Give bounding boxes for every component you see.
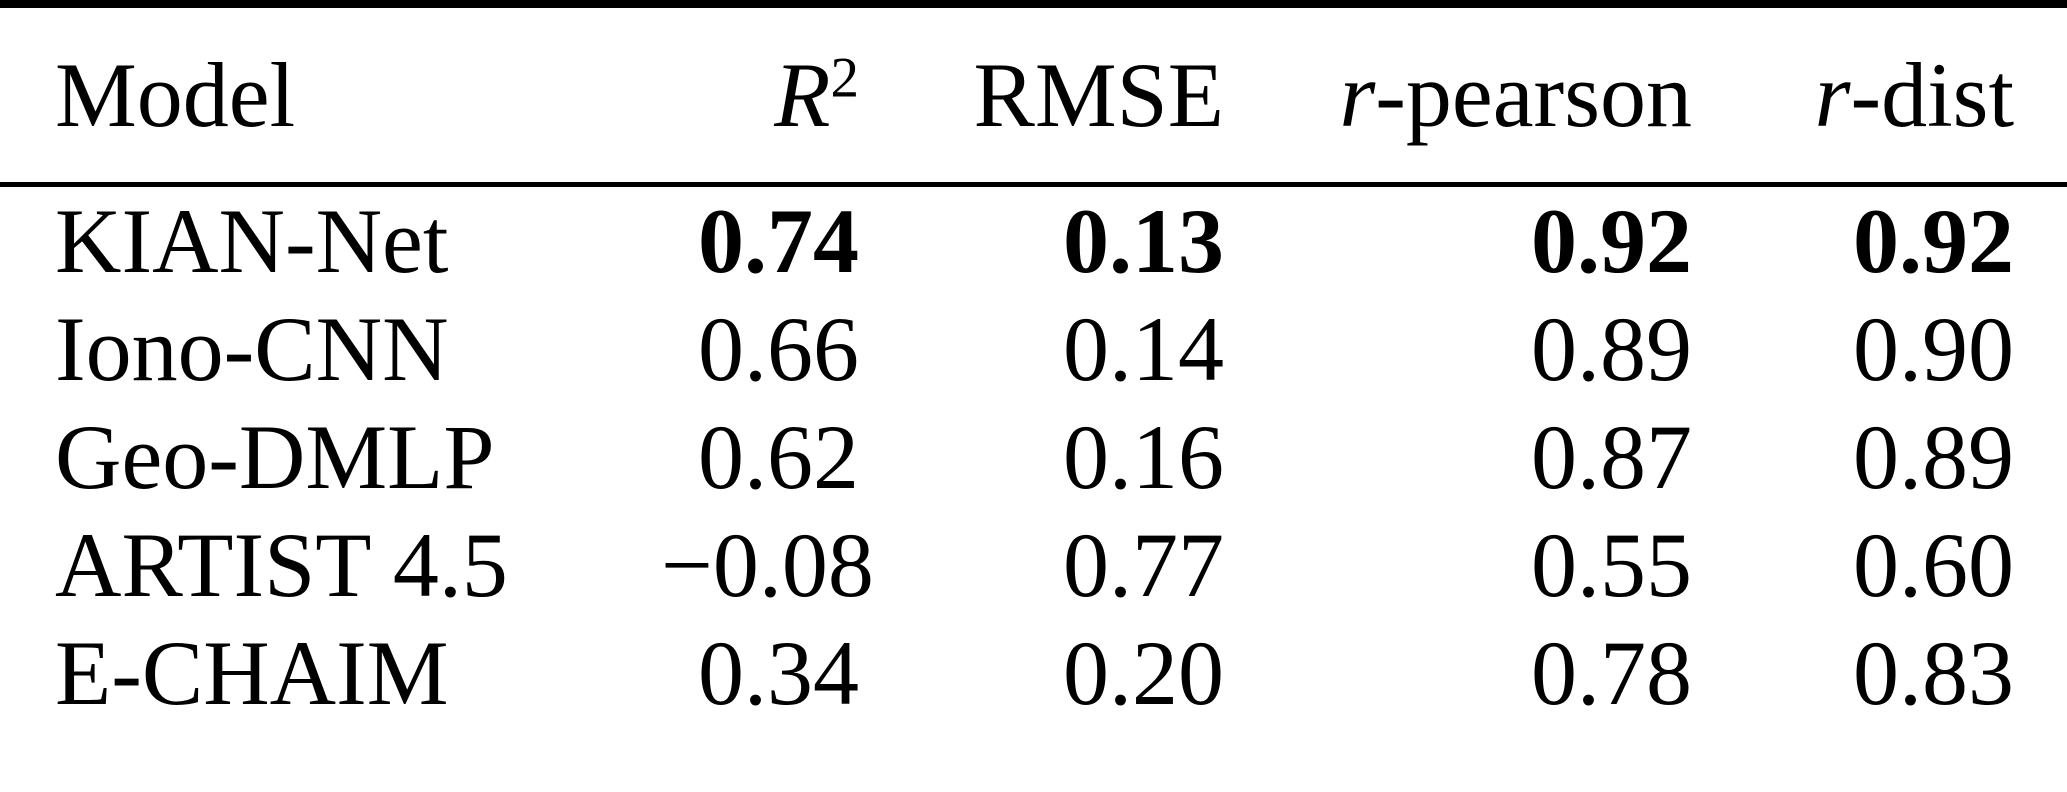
r-dist-value-cell: 0.92 bbox=[1853, 190, 2014, 292]
r-pearson-value-cell: 0.78 bbox=[1531, 622, 1692, 724]
r-pearson-value-cell: 0.55 bbox=[1531, 514, 1692, 616]
r-pearson-value-cell: 0.87 bbox=[1531, 406, 1692, 508]
header-r-pearson-suffix: -pearson bbox=[1375, 44, 1692, 146]
r-dist-value-cell: 0.89 bbox=[1853, 406, 2014, 508]
header-rmse-label: RMSE bbox=[973, 44, 1224, 146]
r-dist-value-cell: 0.90 bbox=[1853, 298, 2014, 400]
header-model-label: Model bbox=[55, 44, 296, 146]
rmse-value-cell: 0.20 bbox=[1063, 622, 1224, 724]
r-pearson-value-cell: 0.92 bbox=[1531, 190, 1692, 292]
header-row: Model R2 RMSE r-pearson r-dist bbox=[0, 4, 2067, 185]
model-name-cell: E-CHAIM bbox=[55, 622, 449, 724]
rmse-value-cell: 0.77 bbox=[1063, 514, 1224, 616]
table-row-artist-45: ARTIST 4.5 −0.08 0.77 0.55 0.60 bbox=[0, 511, 2067, 619]
rmse-value-cell: 0.13 bbox=[1063, 190, 1224, 292]
header-r2-superscript: 2 bbox=[830, 46, 859, 110]
r-dist-value-cell: 0.83 bbox=[1853, 622, 2014, 724]
header-r-dist-prefix: r bbox=[1814, 44, 1851, 146]
table-row-kian-net: KIAN-Net 0.74 0.13 0.92 0.92 bbox=[0, 185, 2067, 296]
r-dist-value-cell: 0.60 bbox=[1853, 514, 2014, 616]
model-name-cell: ARTIST 4.5 bbox=[55, 514, 508, 616]
model-name-cell: KIAN-Net bbox=[55, 190, 449, 292]
rmse-value-cell: 0.16 bbox=[1063, 406, 1224, 508]
model-name-cell: Geo-DMLP bbox=[55, 406, 495, 508]
r2-value-cell: 0.66 bbox=[698, 298, 859, 400]
column-header-r-dist: r-dist bbox=[1693, 4, 2067, 185]
column-header-r2: R2 bbox=[660, 4, 860, 185]
r2-value-cell: 0.34 bbox=[698, 622, 859, 724]
column-header-r-pearson: r-pearson bbox=[1225, 4, 1693, 185]
r2-value-cell: 0.74 bbox=[698, 190, 859, 292]
r2-value-cell: −0.08 bbox=[661, 514, 874, 616]
header-r2-base: R bbox=[774, 44, 831, 146]
rmse-value-cell: 0.14 bbox=[1063, 298, 1224, 400]
r2-value-cell: 0.62 bbox=[698, 406, 859, 508]
table-row-iono-cnn: Iono-CNN 0.66 0.14 0.89 0.90 bbox=[0, 295, 2067, 403]
column-header-model: Model bbox=[0, 4, 660, 185]
column-header-rmse: RMSE bbox=[860, 4, 1225, 185]
table-row-geo-dmlp: Geo-DMLP 0.62 0.16 0.87 0.89 bbox=[0, 403, 2067, 511]
table-row-e-chaim: E-CHAIM 0.34 0.20 0.78 0.83 bbox=[0, 619, 2067, 727]
header-r-dist-suffix: -dist bbox=[1850, 44, 2014, 146]
spacer-row bbox=[0, 727, 2067, 792]
header-r-pearson-prefix: r bbox=[1339, 44, 1376, 146]
r-pearson-value-cell: 0.89 bbox=[1531, 298, 1692, 400]
model-name-cell: Iono-CNN bbox=[55, 298, 449, 400]
